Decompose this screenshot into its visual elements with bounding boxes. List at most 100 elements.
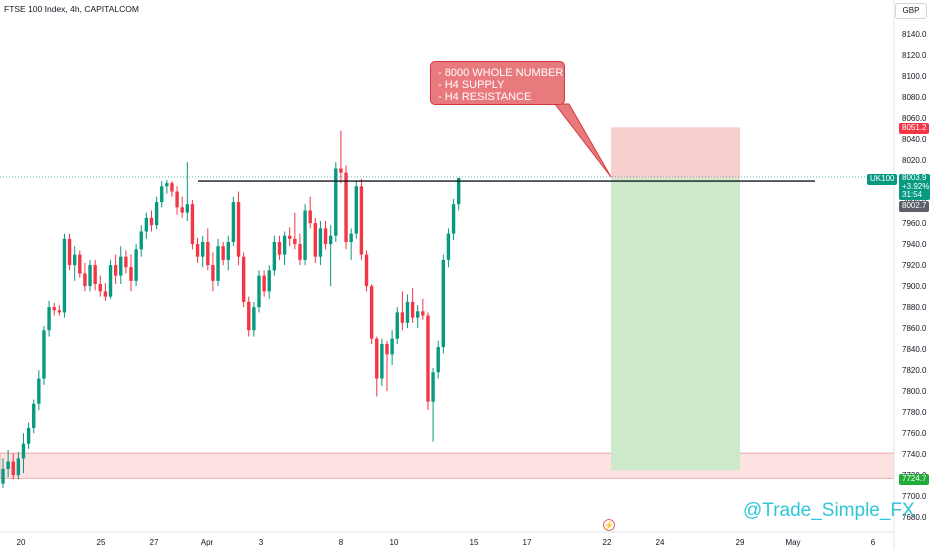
candle-body — [405, 301, 410, 323]
candle — [252, 301, 256, 337]
candle-body — [395, 312, 399, 339]
candle — [349, 228, 353, 260]
candle — [236, 191, 241, 266]
candle-body — [21, 443, 26, 459]
candle — [206, 228, 210, 271]
candle-body — [72, 254, 77, 266]
candle — [221, 241, 225, 266]
candle — [272, 235, 277, 276]
candle — [277, 235, 282, 260]
candle-body — [385, 343, 389, 355]
candle-body — [6, 461, 10, 469]
candle — [195, 237, 200, 264]
candle-body — [334, 168, 338, 236]
candle-body — [37, 378, 41, 404]
candle-body — [52, 307, 56, 311]
candle-body — [400, 312, 405, 323]
candle-body — [88, 265, 92, 287]
candle-body — [103, 291, 108, 297]
annotation-line-2: - H4 SUPPLY — [438, 79, 505, 91]
x-tick-label: 8 — [339, 538, 344, 547]
candle — [231, 196, 236, 247]
y-tick-label: 8020.0 — [902, 156, 927, 165]
candle-body — [344, 172, 348, 242]
candle — [88, 259, 92, 292]
candle-body — [226, 241, 230, 260]
last-price-label: 8003.9 +3.92% 31:54 — [899, 173, 930, 200]
y-tick-label: 7900.0 — [902, 282, 927, 291]
candle-body — [185, 204, 190, 213]
candle-body — [288, 235, 292, 239]
candle — [323, 220, 328, 250]
candle-body — [349, 233, 353, 242]
x-tick-label: 15 — [470, 538, 479, 547]
candle — [21, 433, 26, 474]
candle — [405, 294, 410, 329]
candle-body — [416, 311, 420, 318]
candle — [113, 254, 118, 285]
target-price-label: 7724.7 — [899, 474, 929, 485]
candle-body — [421, 311, 425, 316]
y-tick-label: 7860.0 — [902, 324, 927, 333]
candle-body — [318, 228, 323, 257]
candle-body — [57, 310, 62, 313]
candle-body — [456, 177, 461, 205]
candle-body — [313, 223, 318, 257]
x-tick-label: 27 — [150, 538, 159, 547]
candle-body — [124, 256, 128, 268]
annotation-callout[interactable]: - 8000 WHOLE NUMBER - H4 SUPPLY - H4 RES… — [430, 61, 565, 105]
candle-body — [252, 307, 256, 331]
y-tick-label: 7800.0 — [902, 387, 927, 396]
candle-body — [410, 301, 415, 318]
candle — [344, 165, 348, 250]
candle — [226, 235, 230, 271]
candle-body — [303, 210, 307, 260]
candle-body — [180, 207, 184, 213]
currency-selector[interactable]: GBP — [895, 3, 927, 19]
candle-body — [262, 275, 266, 292]
candle-body — [170, 183, 174, 192]
candle-body — [354, 186, 358, 234]
y-tick-label: 7920.0 — [902, 261, 927, 270]
y-tick-label: 7840.0 — [902, 345, 927, 354]
candle — [441, 254, 446, 354]
candle — [456, 177, 461, 211]
candle — [200, 235, 205, 268]
y-tick-label: 7940.0 — [902, 240, 927, 249]
x-tick-label: 29 — [736, 538, 745, 547]
candle — [298, 233, 302, 266]
candle-body — [47, 307, 51, 331]
candle — [83, 263, 87, 292]
candle — [37, 370, 41, 411]
candle-body — [134, 249, 138, 281]
y-tick-label: 8120.0 — [902, 51, 927, 60]
candle — [313, 217, 318, 264]
x-tick-label: May — [785, 538, 800, 547]
candle-body — [206, 241, 210, 266]
candle-body — [436, 347, 440, 373]
candle-body — [78, 254, 82, 274]
candle — [67, 233, 72, 271]
candle — [426, 312, 430, 411]
candle-body — [200, 241, 205, 257]
candle-body — [328, 235, 333, 245]
candle — [211, 252, 215, 292]
candle-body — [277, 241, 282, 255]
candle — [98, 275, 102, 297]
y-tick-label: 7820.0 — [902, 366, 927, 375]
candle-body — [441, 259, 446, 348]
candle-body — [42, 330, 46, 379]
candle — [303, 204, 307, 266]
candle — [144, 212, 149, 239]
candle — [267, 265, 271, 299]
candle — [6, 449, 10, 478]
candle-body — [364, 254, 369, 287]
y-tick-label: 7960.0 — [902, 219, 927, 228]
entry-price-label: 8002.7 — [899, 201, 929, 212]
candle-body — [426, 315, 430, 402]
candle — [165, 180, 169, 194]
candle-body — [129, 267, 133, 281]
flash-icon[interactable]: ⚡ — [603, 519, 615, 531]
candle-body — [380, 343, 384, 379]
candle — [339, 130, 343, 184]
